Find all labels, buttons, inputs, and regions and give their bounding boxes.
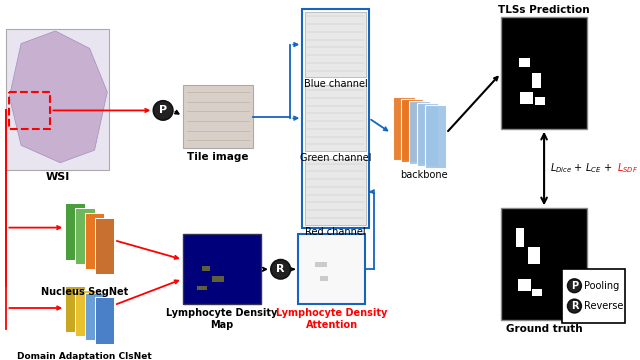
FancyBboxPatch shape [315,261,326,267]
Text: Lymphocyte Density
Map: Lymphocyte Density Map [166,308,278,330]
Polygon shape [10,31,108,163]
FancyBboxPatch shape [532,73,541,88]
FancyBboxPatch shape [212,276,224,282]
FancyBboxPatch shape [518,58,531,67]
FancyBboxPatch shape [65,286,84,332]
FancyBboxPatch shape [182,85,253,148]
FancyBboxPatch shape [532,289,542,296]
FancyBboxPatch shape [529,247,540,265]
Text: WSI: WSI [45,172,70,183]
FancyBboxPatch shape [305,85,366,151]
Circle shape [154,101,173,120]
FancyBboxPatch shape [182,234,261,304]
FancyBboxPatch shape [298,234,365,304]
Text: Green channel: Green channel [300,153,371,163]
Text: Tile image: Tile image [187,152,249,162]
Text: $L_{Dice}$ + $L_{CE}$ +: $L_{Dice}$ + $L_{CE}$ + [550,162,613,175]
Text: Pooling: Pooling [584,281,620,291]
FancyBboxPatch shape [520,92,533,104]
Circle shape [568,279,581,293]
FancyBboxPatch shape [305,12,366,77]
FancyBboxPatch shape [535,97,545,105]
FancyBboxPatch shape [424,105,446,167]
FancyBboxPatch shape [401,99,422,162]
Text: Reverse: Reverse [584,301,623,311]
Text: Lymphocyte Density
Attention: Lymphocyte Density Attention [276,308,387,330]
FancyBboxPatch shape [409,101,431,164]
Text: backbone: backbone [400,171,447,180]
Text: Ground truth: Ground truth [506,324,582,333]
FancyBboxPatch shape [95,218,114,274]
Text: TLSs Prediction: TLSs Prediction [499,5,590,15]
FancyBboxPatch shape [501,17,587,129]
FancyBboxPatch shape [305,159,366,225]
Text: R: R [276,264,285,274]
FancyBboxPatch shape [320,276,328,281]
FancyBboxPatch shape [65,203,84,260]
FancyBboxPatch shape [6,29,109,170]
Text: P: P [571,281,578,291]
FancyBboxPatch shape [202,266,210,271]
Text: Domain Adaptation ClsNet: Domain Adaptation ClsNet [17,352,152,360]
Text: R: R [571,301,578,311]
Text: Nucleus SegNet: Nucleus SegNet [41,287,129,297]
FancyBboxPatch shape [75,208,95,265]
FancyBboxPatch shape [84,213,104,269]
FancyBboxPatch shape [75,289,95,336]
Text: P: P [159,105,167,116]
Circle shape [568,299,581,313]
FancyBboxPatch shape [516,228,524,247]
FancyBboxPatch shape [95,297,114,344]
Text: Red channel: Red channel [305,227,366,237]
Text: Blue channel: Blue channel [303,80,367,89]
FancyBboxPatch shape [417,103,438,166]
FancyBboxPatch shape [501,208,587,320]
Text: $L_{SDF}$: $L_{SDF}$ [616,162,637,175]
FancyBboxPatch shape [197,286,207,289]
FancyBboxPatch shape [393,97,415,160]
FancyBboxPatch shape [562,269,625,323]
FancyBboxPatch shape [84,293,104,340]
Circle shape [271,260,291,279]
FancyBboxPatch shape [518,279,531,291]
